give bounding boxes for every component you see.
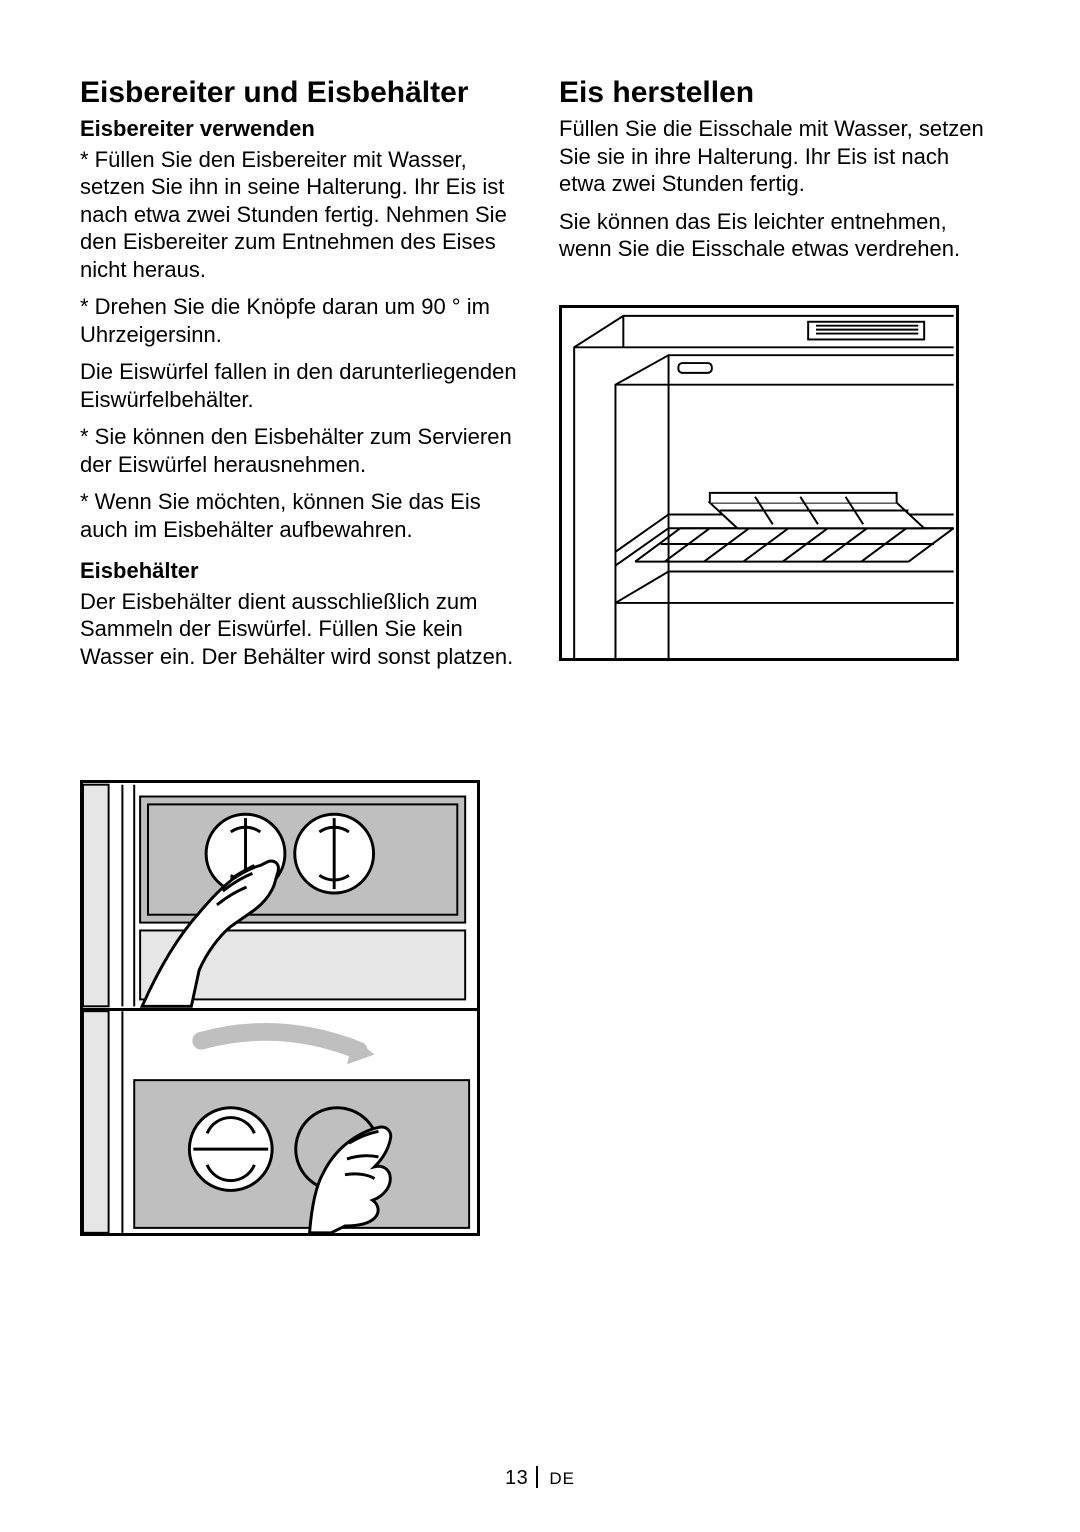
body-text: * Drehen Sie die Knöpfe daran um 90 ° im… bbox=[80, 293, 521, 348]
body-text: Sie können das Eis leichter entnehmen, w… bbox=[559, 208, 1000, 263]
figure-panel-top bbox=[83, 783, 477, 1008]
right-column: Eis herstellen Füllen Sie die Eisschale … bbox=[559, 75, 1000, 1236]
figure-fridge-interior bbox=[559, 305, 959, 661]
left-column: Eisbereiter und Eisbehälter Eisbereiter … bbox=[80, 75, 521, 1236]
figure-panel-bottom bbox=[83, 1008, 477, 1233]
section-heading: Eis herstellen bbox=[559, 75, 1000, 111]
two-column-layout: Eisbereiter und Eisbehälter Eisbereiter … bbox=[80, 75, 1000, 1236]
body-text: Der Eisbehälter dient ausschließlich zum… bbox=[80, 588, 521, 671]
page-footer: 13 DE bbox=[0, 1466, 1080, 1490]
figure-ice-maker-knobs bbox=[80, 780, 480, 1236]
body-text: Füllen Sie die Eisschale mit Wasser, set… bbox=[559, 115, 1000, 198]
footer-separator bbox=[536, 1466, 538, 1488]
body-text: * Sie können den Eisbehälter zum Servier… bbox=[80, 423, 521, 478]
subsection-heading: Eisbereiter verwenden bbox=[80, 115, 521, 144]
body-text: * Wenn Sie möchten, können Sie das Eis a… bbox=[80, 488, 521, 543]
subsection-heading: Eisbehälter bbox=[80, 557, 521, 586]
manual-page: Eisbereiter und Eisbehälter Eisbereiter … bbox=[0, 0, 1080, 1532]
page-number: 13 bbox=[505, 1467, 528, 1489]
page-language: DE bbox=[549, 1469, 575, 1488]
section-heading: Eisbereiter und Eisbehälter bbox=[80, 75, 521, 111]
body-text: * Füllen Sie den Eisbereiter mit Wasser,… bbox=[80, 146, 521, 284]
body-text: Die Eiswürfel fallen in den darunterlieg… bbox=[80, 358, 521, 413]
